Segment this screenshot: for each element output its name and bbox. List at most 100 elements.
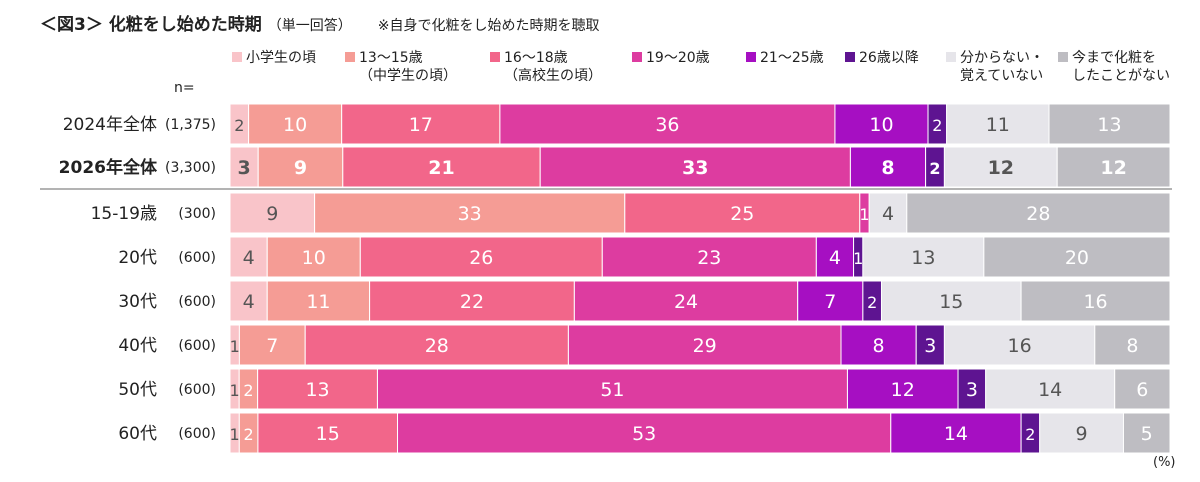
data-label: 29 xyxy=(693,335,717,357)
legend-label: 分からない・ xyxy=(960,50,1044,66)
bar-segment xyxy=(499,103,836,145)
data-label: 17 xyxy=(409,114,433,136)
data-label: 12 xyxy=(1100,157,1126,179)
bar-segment xyxy=(846,368,959,410)
category-label: 30代 xyxy=(118,292,157,312)
legend-label-line2: （高校生の頃） xyxy=(504,68,602,84)
sample-size-label: (600) xyxy=(178,338,216,354)
data-label: 3 xyxy=(924,335,936,357)
legend-label: 26歳以降 xyxy=(859,50,919,66)
bar-segment xyxy=(229,236,268,278)
legend-label: 21～25歳 xyxy=(760,50,824,66)
bar-segment xyxy=(797,280,864,322)
bar-segment xyxy=(342,146,541,188)
legend-item: 今まで化粧を したことがない xyxy=(1058,49,1170,85)
bar-segment xyxy=(915,324,945,366)
legend-swatch xyxy=(632,52,642,62)
bar-segment xyxy=(1020,280,1171,322)
legend-item: 19～20歳 xyxy=(632,49,710,67)
bar-segment xyxy=(849,146,927,188)
data-label: 11 xyxy=(306,291,330,313)
data-label: 21 xyxy=(428,157,454,179)
data-label: 36 xyxy=(655,114,679,136)
data-label: 8 xyxy=(873,335,885,357)
data-label: 1 xyxy=(230,337,240,356)
data-label: 26 xyxy=(469,247,493,269)
data-label: 2 xyxy=(932,116,942,135)
legend-swatch xyxy=(746,52,756,62)
chart-title-text: ＜図3＞ 化粧をし始めた時期 xyxy=(40,15,262,35)
data-label: 20 xyxy=(1065,247,1089,269)
category-label: 2024年全体 xyxy=(63,115,157,135)
bar-segment xyxy=(1122,412,1171,454)
data-label: 7 xyxy=(266,335,278,357)
bar-segment xyxy=(1114,368,1171,410)
bar-segment xyxy=(1056,146,1171,188)
bar-segment xyxy=(906,192,1171,234)
legend-label-line2: 覚えていない xyxy=(960,68,1044,84)
bar-segment xyxy=(601,236,817,278)
data-label: 51 xyxy=(600,379,624,401)
data-label: 12 xyxy=(988,157,1014,179)
bar-segment xyxy=(834,103,929,145)
legend-label-line2: したことがない xyxy=(1072,68,1170,84)
data-label: 1 xyxy=(859,205,869,224)
category-label: 15-19歳 xyxy=(91,204,157,224)
data-label: 24 xyxy=(674,291,698,313)
data-label: 3 xyxy=(966,379,978,401)
sample-size-label: (600) xyxy=(178,294,216,310)
bar-segment xyxy=(314,192,626,234)
legend-label: 16～18歳 xyxy=(504,50,568,66)
data-label: 8 xyxy=(881,157,894,179)
data-label: 2 xyxy=(867,293,877,312)
sample-size-label: (3,300) xyxy=(165,160,216,176)
sample-size-label: (600) xyxy=(178,426,216,442)
legend-swatch xyxy=(1058,52,1068,62)
bar-segment xyxy=(376,368,848,410)
legend-swatch xyxy=(232,52,242,62)
data-label: 12 xyxy=(891,379,915,401)
bar-segment xyxy=(868,192,908,234)
data-label: 9 xyxy=(1076,423,1088,445)
data-label: 2 xyxy=(929,159,940,178)
bar-segment xyxy=(957,368,987,410)
legend-label: 小学生の頃 xyxy=(246,50,316,66)
bar-segment xyxy=(229,192,316,234)
bar-segment xyxy=(567,324,842,366)
chart-subtitle: （単一回答） xyxy=(267,18,352,34)
data-label: 3 xyxy=(237,157,250,179)
data-label: 15 xyxy=(316,423,340,445)
bar-segment xyxy=(840,324,917,366)
data-label: 10 xyxy=(283,114,307,136)
bar-segment xyxy=(238,324,306,366)
category-label: 50代 xyxy=(118,380,157,400)
data-label: 2 xyxy=(244,425,254,444)
bar-segment xyxy=(304,324,569,366)
bar-segment xyxy=(943,324,1096,366)
data-label: 5 xyxy=(1141,423,1153,445)
bar-segment xyxy=(890,412,1022,454)
data-label: 7 xyxy=(824,291,836,313)
data-label: 33 xyxy=(458,203,482,225)
bar-segment xyxy=(397,412,892,454)
data-label: 4 xyxy=(243,247,255,269)
n-label: n= xyxy=(174,80,195,96)
bar-segment xyxy=(815,236,855,278)
data-label: 23 xyxy=(697,247,721,269)
bar-segment xyxy=(943,146,1058,188)
data-label: 2 xyxy=(234,116,244,135)
data-label: 33 xyxy=(682,157,708,179)
legend-label: 19～20歳 xyxy=(646,50,710,66)
bar-segment xyxy=(946,103,1050,145)
sample-size-label: (600) xyxy=(178,250,216,266)
bar-segment xyxy=(985,368,1116,410)
bar-segment xyxy=(266,280,371,322)
data-label: 1 xyxy=(230,381,240,400)
legend-item: 21～25歳 xyxy=(746,49,824,67)
category-label: 2026年全体 xyxy=(59,157,158,178)
data-label: 13 xyxy=(305,379,329,401)
legend-item: 小学生の頃 xyxy=(232,49,316,67)
data-label: 14 xyxy=(944,423,968,445)
bar-segment xyxy=(369,280,575,322)
